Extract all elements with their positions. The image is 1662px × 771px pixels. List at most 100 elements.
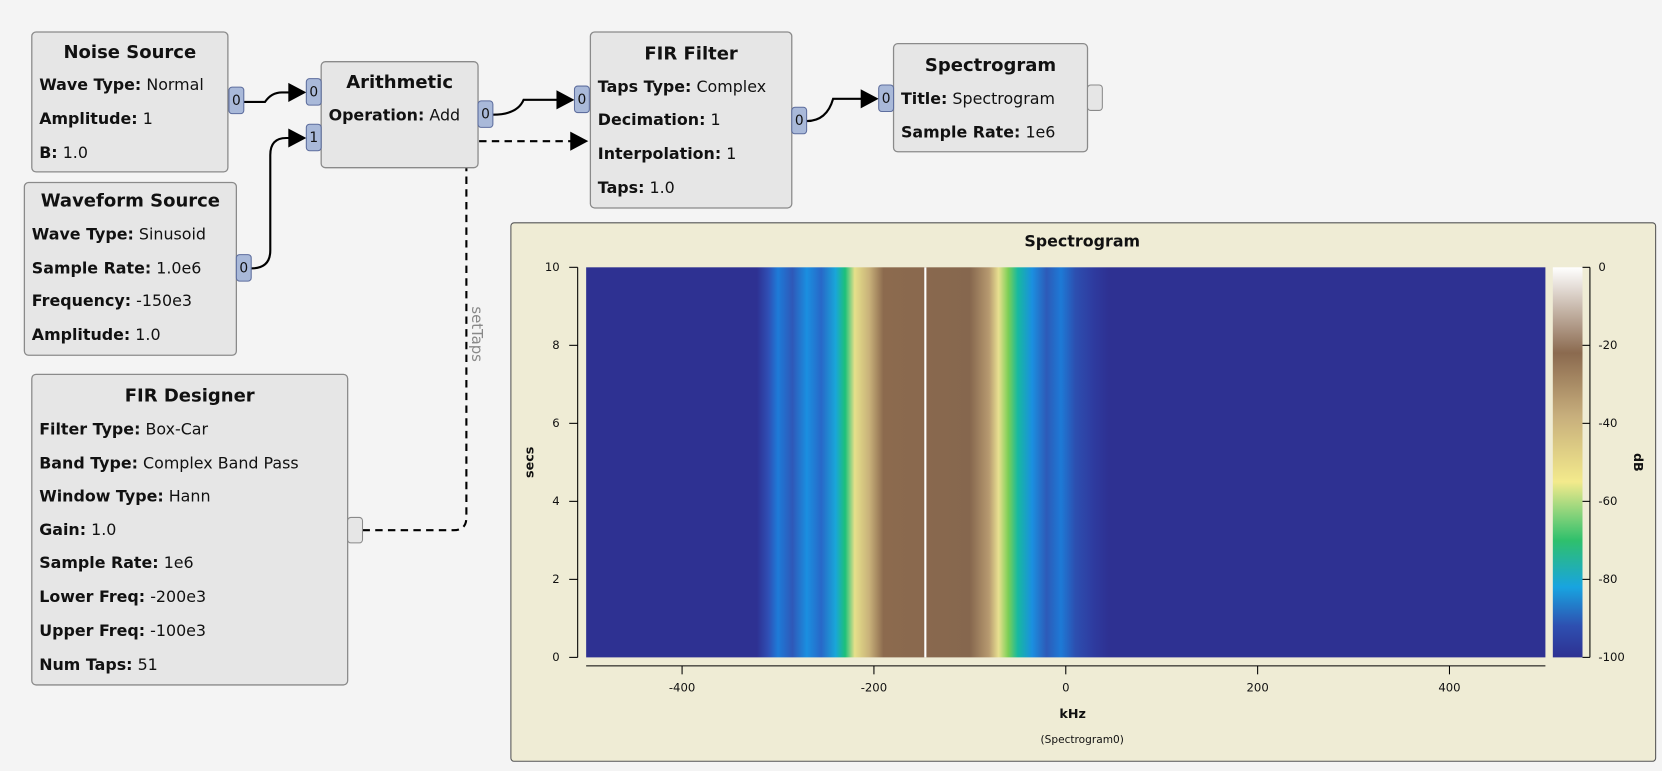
param-value: 1e6 (164, 553, 194, 572)
y-tick-label: 6 (552, 416, 559, 430)
param-key: Operation: (329, 105, 425, 124)
block-param: Lower Freq: -200e3 (39, 586, 206, 605)
arrow (556, 90, 575, 110)
colorbar-tick-label: -100 (1598, 650, 1624, 664)
param-value: 1.0e6 (156, 258, 201, 277)
param-key: Gain: (39, 520, 86, 539)
block-param: Sample Rate: 1.0e6 (32, 258, 202, 277)
param-key: Wave Type: (39, 75, 141, 94)
colorbar-tick-label: -60 (1598, 494, 1617, 508)
param-value: Sinusoid (139, 224, 206, 243)
message-wire (362, 167, 468, 532)
arrow (860, 89, 879, 109)
block-param: Amplitude: 1 (39, 108, 153, 127)
block-title: Waveform Source (41, 191, 220, 212)
colorbar-tick-label: -40 (1598, 416, 1617, 430)
param-value: -200e3 (150, 586, 206, 605)
y-tick-label: 10 (545, 260, 560, 274)
param-value: 1.0 (135, 325, 160, 344)
input-port[interactable] (878, 84, 895, 113)
param-key: Taps Type: (598, 77, 692, 96)
param-key: Interpolation: (598, 143, 721, 162)
param-value: 1.0 (63, 142, 88, 161)
message-port[interactable] (347, 516, 364, 544)
param-value: 1.0 (650, 177, 675, 196)
param-value: Add (429, 105, 460, 124)
block-param: Title: Spectrogram (901, 88, 1055, 107)
x-tick-label: 0 (1062, 681, 1069, 695)
input-port[interactable] (305, 78, 322, 106)
param-value: 1e6 (1025, 122, 1055, 141)
block-title: Spectrogram (925, 55, 1056, 76)
arrow (288, 82, 307, 102)
y-tick-label: 8 (552, 338, 559, 352)
param-key: Amplitude: (39, 108, 137, 127)
arrow (288, 128, 307, 148)
param-value: Normal (146, 75, 203, 94)
param-key: Upper Freq: (39, 620, 145, 639)
block-param: Taps: 1.0 (598, 177, 675, 196)
param-key: Num Taps: (39, 654, 132, 673)
port-label: 0 (481, 107, 490, 123)
wire (492, 98, 559, 116)
block-param: Num Taps: 51 (39, 654, 158, 673)
block-param: Filter Type: Box-Car (39, 419, 208, 438)
block-title: Noise Source (63, 42, 196, 63)
block-body (31, 31, 229, 173)
param-key: Taps: (598, 177, 645, 196)
block[interactable]: FIR Filter Taps Type: Complex Decimation: … (573, 31, 808, 209)
x-axis-label: kHz (1059, 706, 1085, 721)
y-tick-label: 0 (552, 650, 559, 664)
port-label: 0 (309, 84, 318, 100)
block-param: Gain: 1.0 (39, 520, 116, 539)
block-param: Interpolation: 1 (598, 143, 737, 162)
wire (243, 91, 291, 104)
param-value: Hann (169, 486, 211, 505)
param-key: Window Type: (39, 486, 164, 505)
y-axis-label: secs (521, 447, 536, 478)
port-label: 0 (795, 113, 804, 129)
output-port[interactable] (791, 106, 808, 135)
block-param: Upper Freq: -100e3 (39, 620, 206, 639)
wire (251, 136, 291, 270)
param-key: Amplitude: (32, 325, 130, 344)
blocks: Noise Source Wave Type: Normal Amplitude: … (23, 31, 1089, 686)
output-port[interactable] (228, 86, 245, 115)
block[interactable]: Waveform Source Wave Type: Sinusoid Sample… (23, 181, 252, 356)
param-key: Decimation: (598, 109, 706, 128)
output-port[interactable] (235, 254, 252, 282)
port-label: 1 (309, 130, 318, 146)
x-tick-label: 400 (1438, 681, 1460, 695)
param-key: Sample Rate: (32, 258, 151, 277)
port-label: 0 (232, 93, 241, 109)
block-param: Taps Type: Complex (598, 77, 766, 96)
block-param: Band Type: Complex Band Pass (39, 453, 298, 472)
colorbar-tick-label: -20 (1598, 338, 1617, 352)
block[interactable]: Arithmetic Operation: Add 0 1 0 (305, 61, 494, 169)
block[interactable]: FIR Designer Filter Type: Box-Car Band Typ… (31, 373, 349, 686)
output-port[interactable] (477, 100, 494, 128)
param-key: Title: (901, 88, 947, 107)
block[interactable]: Noise Source Wave Type: Normal Amplitude: … (31, 31, 245, 173)
block-param: Sample Rate: 1e6 (39, 553, 193, 572)
input-port[interactable] (305, 123, 322, 152)
connections: setTaps (243, 82, 879, 532)
param-value: -150e3 (136, 291, 192, 310)
colorbar-tick-label: 0 (1598, 260, 1605, 274)
input-port[interactable] (573, 85, 590, 114)
param-value: 51 (138, 654, 158, 673)
message-port[interactable] (1086, 84, 1103, 111)
block-param: Window Type: Hann (39, 486, 210, 505)
block-param: B: 1.0 (39, 142, 88, 161)
caption: (Spectrogram0) (1041, 734, 1124, 746)
param-key: Wave Type: (32, 224, 134, 243)
plot-title: Spectrogram (1024, 231, 1140, 250)
colorbar-tick-label: -80 (1598, 572, 1617, 586)
param-key: Frequency: (32, 291, 131, 310)
spectrogram-panel: Spectrogram kHz secs dB (Spectrogram0) -… (510, 222, 1657, 762)
block-param: Operation: Add (329, 105, 461, 124)
block-param: Decimation: 1 (598, 109, 721, 128)
block-param: Amplitude: 1.0 (32, 325, 161, 344)
